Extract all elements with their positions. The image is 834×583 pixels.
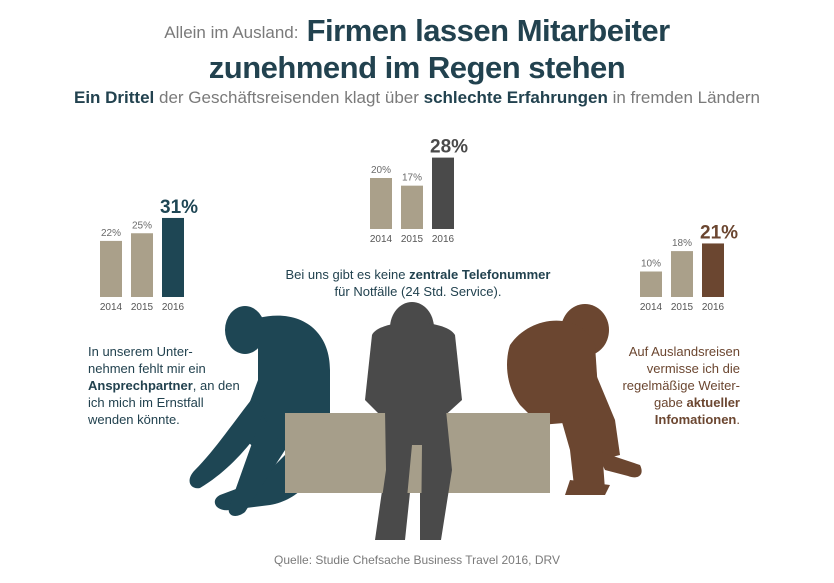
value-label-2015: 25% xyxy=(132,220,152,231)
chart-informationen: 10% 2014 18% 2015 21% 2016 xyxy=(638,222,748,317)
title-main-2b: Regen xyxy=(427,50,521,85)
value-label-2014: 22% xyxy=(101,228,121,239)
subtitle-b: der Geschäftsreisenden klagt über xyxy=(159,88,419,107)
tick-label-2016: 2016 xyxy=(162,302,185,313)
chart-ansprechpartner: 22% 2014 25% 2015 31% 2016 xyxy=(98,190,198,315)
bar-2015 xyxy=(401,185,423,229)
value-label-2014: 10% xyxy=(641,259,661,270)
bar-2014 xyxy=(100,240,122,297)
caption-ansprechpartner: In unserem Unter- nehmen fehlt mir ein A… xyxy=(88,343,268,428)
caption-2b: zentrale Telefonummer xyxy=(409,267,551,282)
bar-2015 xyxy=(131,233,153,297)
caption-1f: wenden könnte. xyxy=(88,412,180,427)
tick-label-2015: 2015 xyxy=(401,234,424,245)
caption-2a: Bei uns gibt es keine xyxy=(285,267,406,282)
caption-1c: Ansprechpartner xyxy=(88,378,193,393)
chart-telefonnummer-svg: 20% 2014 17% 2015 28% 2016 xyxy=(370,137,468,245)
caption-1e: ich mich im Ernstfall xyxy=(88,395,204,410)
tick-label-2015: 2015 xyxy=(131,302,154,313)
caption-1b: nehmen fehlt mir ein xyxy=(88,361,206,376)
caption-3d: gabe xyxy=(653,395,683,410)
tick-label-2014: 2014 xyxy=(100,302,123,313)
tick-label-2015: 2015 xyxy=(671,302,694,313)
tick-label-2014: 2014 xyxy=(640,302,663,313)
title-block: Allein im Ausland: Firmen lassen Mitarbe… xyxy=(0,14,834,108)
tick-label-2014: 2014 xyxy=(370,234,393,245)
caption-2c: für Notfälle (24 Std. Service). xyxy=(334,284,502,299)
subtitle: Ein Drittel der Geschäftsreisenden klagt… xyxy=(0,88,834,108)
caption-3e: aktueller xyxy=(686,395,740,410)
caption-3g: . xyxy=(736,412,740,427)
subtitle-c: schlechte Erfahrungen xyxy=(423,88,608,107)
chart-informationen-svg: 10% 2014 18% 2015 21% 2016 xyxy=(640,222,738,313)
brown-person-silhouette xyxy=(507,304,642,495)
chart-telefonnummer: 20% 2014 17% 2015 28% 2016 xyxy=(368,137,468,253)
page-title-line2: zunehmend im Regen stehen xyxy=(0,50,834,86)
bar-2014 xyxy=(640,271,662,297)
value-label-2014: 20% xyxy=(371,165,391,176)
caption-informationen: Auf Auslandsreisen vermisse ich die rege… xyxy=(600,343,740,428)
value-label-2015: 17% xyxy=(402,173,422,184)
title-main-2c: stehen xyxy=(528,50,626,85)
caption-1d: , an den xyxy=(192,378,240,393)
bar-2015 xyxy=(671,251,693,297)
title-main-2a: zunehmend im xyxy=(208,50,421,85)
bar-2016 xyxy=(162,217,184,297)
caption-3b: vermisse ich die xyxy=(646,361,740,376)
caption-3a: Auf Auslandsreisen xyxy=(628,344,740,359)
value-label-2016: 28% xyxy=(430,137,468,158)
tick-label-2016: 2016 xyxy=(702,302,725,313)
caption-3c: regelmäßige Weiter- xyxy=(622,378,740,393)
tick-label-2016: 2016 xyxy=(432,234,455,245)
subtitle-a: Ein Drittel xyxy=(73,88,155,107)
source-note: Quelle: Studie Chefsache Business Travel… xyxy=(274,553,560,567)
chart-ansprechpartner-svg: 22% 2014 25% 2015 31% 2016 xyxy=(100,197,198,313)
value-label-2016: 31% xyxy=(160,197,198,218)
caption-1a: In unserem Unter- xyxy=(88,344,193,359)
page-title-line1: Allein im Ausland: Firmen lassen Mitarbe… xyxy=(0,14,834,50)
caption-telefonnummer: Bei uns gibt es keine zentrale Telefonum… xyxy=(270,266,566,300)
title-main-1: Firmen lassen Mitarbeiter xyxy=(306,13,671,48)
title-prefix: Allein im Ausland: xyxy=(164,23,299,42)
caption-3f: Infomationen xyxy=(654,412,737,427)
subtitle-d: in fremden Ländern xyxy=(612,88,761,107)
value-label-2016: 21% xyxy=(700,222,738,243)
value-label-2015: 18% xyxy=(672,238,692,249)
bar-2016 xyxy=(702,243,724,297)
bar-2016 xyxy=(432,157,454,229)
bar-2014 xyxy=(370,178,392,229)
